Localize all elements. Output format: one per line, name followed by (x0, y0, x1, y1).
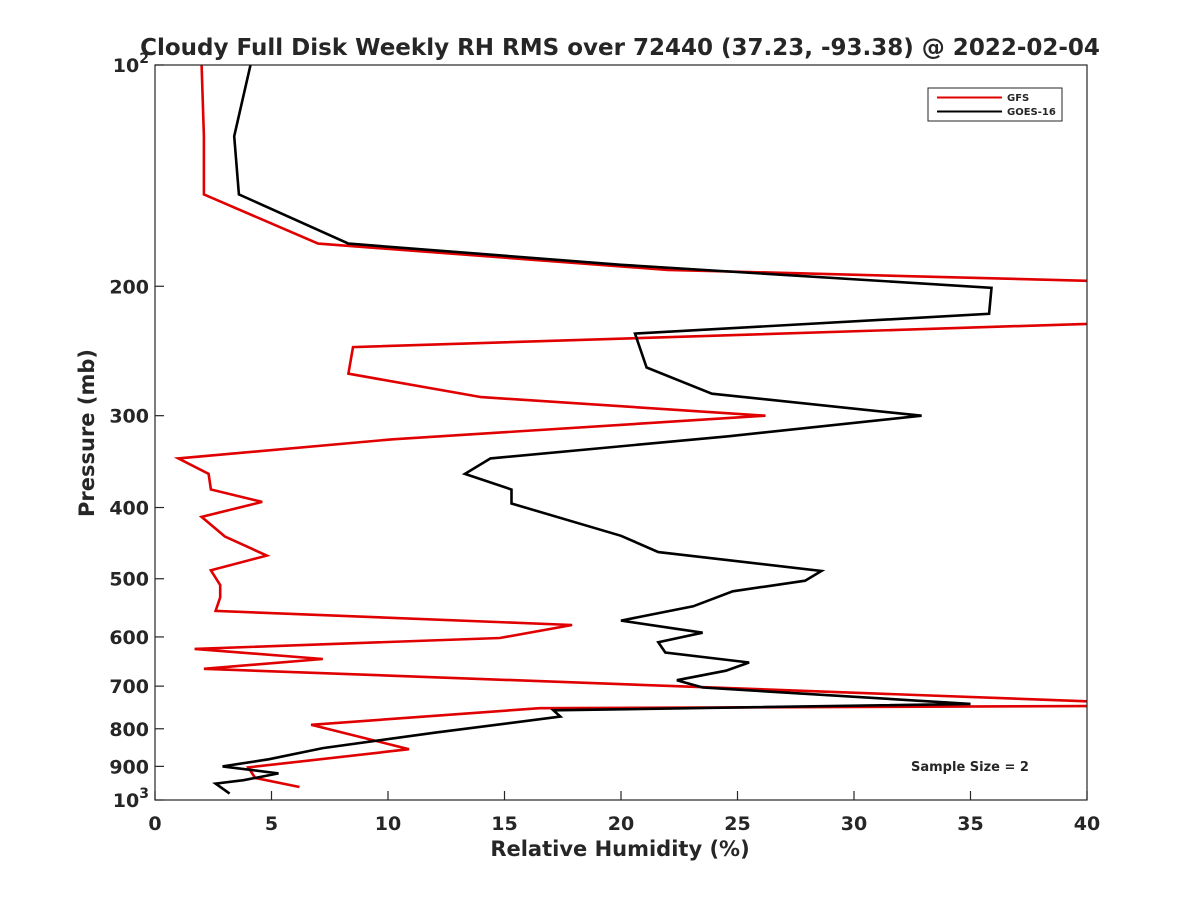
series-line-gfs (173, 65, 1087, 789)
x-tick-label: 20 (608, 813, 634, 835)
y-tick-label: 400 (109, 498, 149, 520)
x-tick-label: 30 (841, 813, 867, 835)
series-line-goes-16 (212, 65, 993, 795)
x-tick-label: 5 (265, 813, 278, 835)
y-tick-label: 800 (109, 719, 149, 741)
y-tick-label: 500 (109, 569, 149, 591)
legend-label-gfs: GFS (1007, 93, 1029, 104)
x-axis-label: Relative Humidity (%) (490, 837, 749, 861)
legend-box (927, 87, 1063, 122)
plot-frame (154, 64, 1088, 801)
legend-label-goes-16: GOES-16 (1007, 107, 1056, 118)
x-tick-label: 0 (148, 813, 161, 835)
x-tick-label: 35 (957, 813, 983, 835)
series-layer (173, 65, 1087, 795)
y-tick-label: 103 (113, 786, 149, 812)
x-tick-label: 40 (1074, 813, 1100, 835)
y-tick-label: 200 (109, 276, 149, 298)
chart-title: Cloudy Full Disk Weekly RH RMS over 7244… (140, 35, 1100, 61)
y-tick-label: 300 (109, 406, 149, 428)
x-tick-label: 25 (724, 813, 750, 835)
tick-layer: 0 5 10 15 20 25 30 35 40 102 200 300 400 500 600 700 800… (109, 51, 1100, 835)
y-tick-label: 600 (109, 627, 149, 649)
y-axis-label: Pressure (mb) (75, 349, 99, 517)
y-tick-label: 102 (113, 51, 149, 77)
y-tick-label: 900 (109, 756, 149, 778)
x-tick-label: 10 (375, 813, 401, 835)
x-tick-label: 15 (491, 813, 517, 835)
sample-size-annotation: Sample Size = 2 (911, 760, 1029, 775)
y-tick-label: 700 (109, 676, 149, 698)
legend: GFS GOES-16 (927, 87, 1063, 122)
